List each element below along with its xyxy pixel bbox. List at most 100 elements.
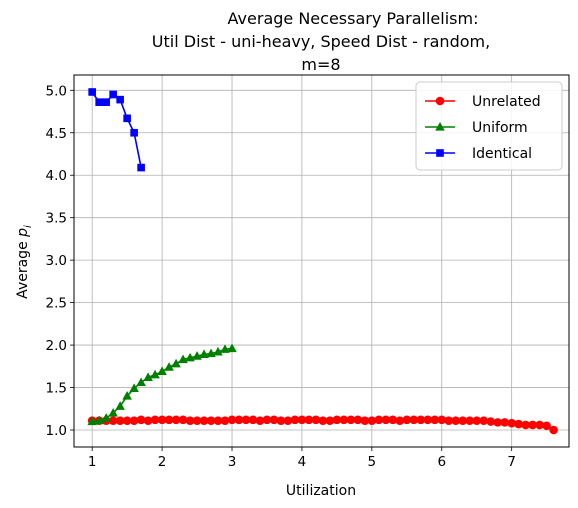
data-point-unrelated: [192, 416, 202, 425]
data-point-uniform: [164, 362, 174, 371]
data-point-unrelated: [108, 416, 118, 425]
y-tick-label: 4.5: [46, 126, 67, 142]
data-point-uniform: [178, 354, 188, 364]
data-point-unrelated: [115, 416, 125, 425]
legend-marker-uniform: [435, 122, 445, 131]
series-identical: [88, 88, 145, 172]
data-point-uniform: [213, 346, 223, 356]
legend-label-unrelated: Unrelated: [472, 94, 541, 110]
data-point-unrelated: [374, 415, 384, 425]
data-point-unrelated: [332, 415, 342, 425]
data-point-unrelated: [388, 415, 398, 425]
data-point-unrelated: [493, 418, 502, 427]
legend-box: [415, 81, 563, 171]
data-point-unrelated: [451, 416, 461, 425]
data-point-unrelated: [528, 420, 537, 430]
data-point-unrelated: [129, 416, 139, 425]
data-point-unrelated: [486, 417, 495, 426]
data-point-identical: [109, 90, 117, 99]
data-point-uniform: [143, 372, 153, 381]
data-point-uniform: [122, 391, 132, 400]
x-tick-label: 1: [88, 454, 97, 470]
data-point-identical: [123, 114, 131, 123]
data-point-identical: [116, 95, 124, 104]
data-point-unrelated: [262, 415, 272, 425]
y-tick-label: 5.0: [46, 83, 67, 99]
legend-marker-unrelated: [435, 96, 445, 106]
title-line-3: m=8: [301, 55, 340, 74]
data-point-uniform: [101, 413, 111, 422]
data-point-uniform: [206, 348, 216, 358]
x-tick-label: 3: [228, 454, 237, 470]
chart-title: Average Necessary Parallelism: Util Dist…: [152, 9, 490, 74]
data-point-unrelated: [423, 415, 433, 425]
data-point-uniform: [136, 377, 146, 387]
x-axis-label: Utilization: [286, 483, 356, 499]
data-point-uniform: [185, 352, 195, 362]
data-point-unrelated: [136, 415, 146, 425]
data-point-unrelated: [500, 418, 509, 427]
data-point-unrelated: [248, 415, 258, 425]
data-point-uniform: [87, 416, 97, 426]
data-point-identical: [102, 98, 110, 106]
data-point-unrelated: [416, 415, 426, 425]
data-point-identical: [88, 88, 96, 96]
data-point-unrelated: [507, 418, 516, 428]
data-point-unrelated: [339, 415, 349, 425]
title-line-1: Average Necessary Parallelism:: [228, 9, 479, 28]
y-tick-label: 3.5: [46, 211, 67, 227]
x-tick-label: 4: [298, 454, 307, 470]
data-point-unrelated: [437, 415, 447, 425]
data-point-unrelated: [521, 420, 530, 430]
data-point-unrelated: [325, 416, 335, 425]
data-point-uniform: [192, 351, 202, 360]
data-point-unrelated: [549, 425, 558, 435]
data-point-unrelated: [514, 419, 523, 429]
y-tick-label: 2.5: [46, 296, 67, 312]
data-point-unrelated: [297, 415, 307, 425]
x-tick-label: 6: [437, 454, 446, 470]
y-tick-label: 3.0: [46, 253, 67, 269]
data-point-unrelated: [402, 415, 412, 425]
y-tick-label: 2.0: [46, 338, 67, 354]
data-point-unrelated: [430, 415, 440, 425]
data-point-unrelated: [318, 416, 328, 425]
data-point-uniform: [157, 366, 167, 376]
data-point-unrelated: [444, 416, 454, 425]
data-point-unrelated: [213, 416, 223, 425]
data-point-unrelated: [346, 415, 356, 425]
legend-label-uniform: Uniform: [472, 120, 528, 136]
series-unrelated: [87, 415, 558, 435]
data-point-unrelated: [122, 416, 132, 425]
data-point-unrelated: [255, 416, 265, 425]
data-point-identical: [95, 98, 103, 106]
data-point-unrelated: [542, 421, 551, 431]
legend-label-identical: Identical: [472, 146, 532, 162]
legend-entry-identical: Identical: [425, 146, 532, 162]
data-point-unrelated: [304, 415, 314, 425]
data-point-unrelated: [220, 416, 230, 425]
y-tick-label: 1.0: [46, 423, 67, 439]
data-point-unrelated: [171, 415, 181, 425]
y-axis-label: Average pi: [15, 225, 34, 299]
data-point-uniform: [129, 383, 139, 392]
series-uniform: [87, 343, 237, 426]
data-point-uniform: [227, 343, 237, 353]
data-point-identical: [130, 128, 138, 137]
data-point-unrelated: [283, 416, 293, 425]
data-point-unrelated: [269, 415, 279, 425]
data-point-unrelated: [472, 416, 482, 425]
data-point-uniform: [150, 369, 160, 379]
data-point-unrelated: [381, 415, 391, 425]
data-point-unrelated: [157, 415, 167, 425]
data-point-unrelated: [458, 416, 468, 425]
data-point-unrelated: [143, 416, 153, 425]
x-tick-label: 2: [158, 454, 167, 470]
data-point-unrelated: [311, 415, 321, 425]
data-point-unrelated: [164, 415, 174, 425]
data-point-uniform: [108, 408, 118, 417]
title-line-2: Util Dist - uni-heavy, Speed Dist - rand…: [152, 32, 490, 51]
data-point-unrelated: [206, 416, 216, 425]
data-point-unrelated: [395, 416, 405, 425]
